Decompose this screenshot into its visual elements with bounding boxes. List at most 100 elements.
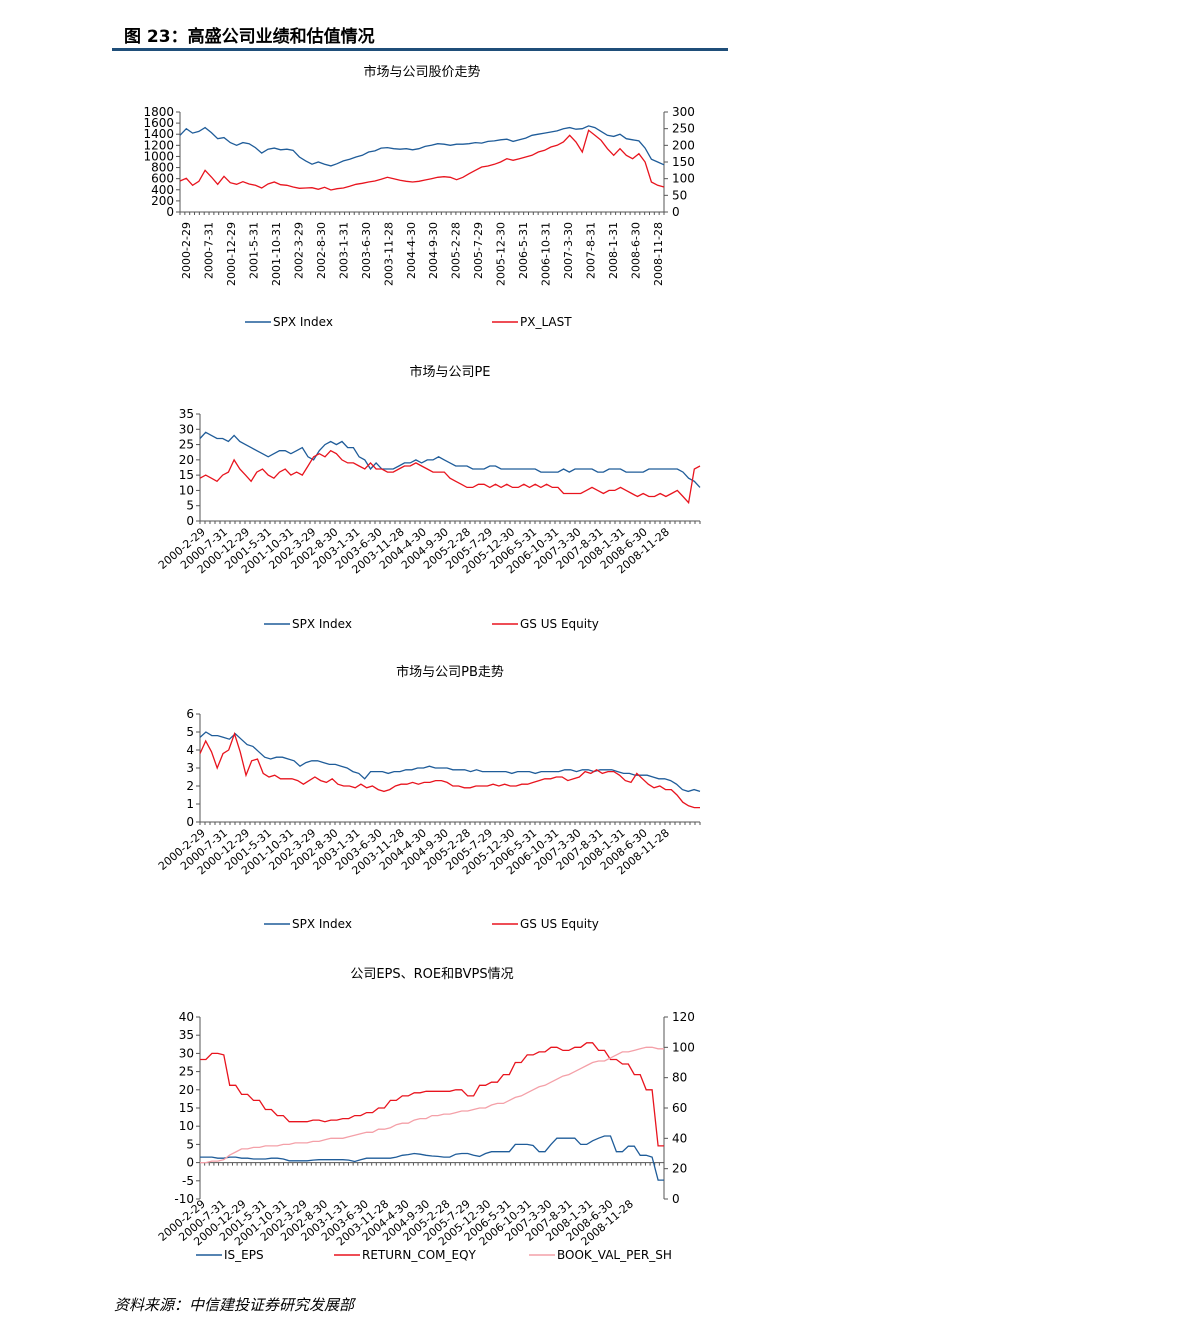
x-tick-label: 2003-11-28 bbox=[382, 222, 395, 286]
y-tick-label-left: 25 bbox=[179, 1065, 194, 1079]
y-tick-label-right: 20 bbox=[672, 1162, 687, 1176]
x-tick-label: 2000-2-29 bbox=[180, 222, 193, 279]
y-tick-label-left: 1600 bbox=[143, 116, 174, 130]
y-tick-label-left: 0 bbox=[166, 205, 174, 219]
y-tick-label-right: 300 bbox=[672, 105, 695, 119]
y-tick-label-right: 80 bbox=[672, 1071, 687, 1085]
y-tick-label-left: 35 bbox=[179, 407, 194, 421]
x-tick-label: 2003-6-30 bbox=[360, 222, 373, 279]
series-line-gs-us-equity bbox=[199, 449, 701, 505]
y-tick-label-left: 20 bbox=[179, 453, 194, 467]
y-tick-label-right: 40 bbox=[672, 1131, 687, 1145]
y-tick-label-left: 35 bbox=[179, 1028, 194, 1042]
y-tick-label-left: 40 bbox=[179, 1010, 194, 1024]
x-tick-label: 2000-12-29 bbox=[225, 222, 238, 286]
y-tick-label-right: 200 bbox=[672, 138, 695, 152]
x-tick-label: 2001-5-31 bbox=[247, 222, 260, 279]
x-tick-label: 2002-3-29 bbox=[292, 222, 305, 279]
y-tick-label-left: 15 bbox=[179, 468, 194, 482]
y-tick-label-left: 1000 bbox=[143, 149, 174, 163]
y-tick-label-left: -5 bbox=[182, 1174, 194, 1188]
y-tick-label-left: 1200 bbox=[143, 138, 174, 152]
y-tick-label-right: 50 bbox=[672, 188, 687, 202]
y-tick-label-left: 0 bbox=[186, 514, 194, 528]
chart-stock-price: 市场与公司股价走势 1800 1600 1400 1200 1000 800 600 400 20… bbox=[112, 60, 728, 350]
chart-eps-roe-bvps-svg: 公司EPS、ROE和BVPS情况 40 35 30 25 20 15 10 5 0 -5 -10 120… bbox=[156, 967, 695, 1262]
x-tick-label: 2005-12-30 bbox=[495, 222, 508, 286]
x-tick-label: 2007-3-30 bbox=[562, 222, 575, 279]
y-tick-label-left: 15 bbox=[179, 1101, 194, 1115]
y-tick-label-left: 1800 bbox=[143, 105, 174, 119]
title-divider bbox=[112, 48, 728, 51]
x-tick-label: 2006-10-31 bbox=[540, 222, 553, 286]
chart-title: 公司EPS、ROE和BVPS情况 bbox=[350, 967, 513, 982]
x-tick-label: 2000-7-31 bbox=[202, 222, 215, 279]
series-line-spx-index bbox=[199, 431, 701, 488]
legend-label: RETURN_COM_EQY bbox=[362, 1248, 477, 1262]
y-tick-label-right: 100 bbox=[672, 172, 695, 186]
y-tick-label-left: 6 bbox=[186, 707, 194, 721]
x-tick-label: 2008-6-30 bbox=[630, 222, 643, 279]
figure-title: 图 23：高盛公司业绩和估值情况 bbox=[124, 27, 375, 47]
y-tick-label-left: 10 bbox=[179, 1119, 194, 1133]
legend-label: SPX Index bbox=[273, 315, 333, 329]
y-tick-label-left: 20 bbox=[179, 1083, 194, 1097]
legend-label: BOOK_VAL_PER_SH bbox=[557, 1248, 672, 1262]
x-tick-label: 2002-8-30 bbox=[315, 222, 328, 279]
y-tick-label-left: 4 bbox=[186, 743, 194, 757]
series-line-gs-us-equity bbox=[199, 731, 700, 809]
legend-label: SPX Index bbox=[292, 917, 352, 931]
y-tick-label-left: -10 bbox=[174, 1192, 194, 1206]
y-tick-label-right: 120 bbox=[672, 1010, 695, 1024]
chart-pe-svg: 市场与公司PE353025201510502000-2-292000-7-312… bbox=[156, 364, 701, 631]
series-line-spx-index bbox=[179, 125, 665, 167]
x-tick-label: 2003-1-31 bbox=[337, 222, 350, 279]
y-tick-label-left: 3 bbox=[186, 761, 194, 775]
chart-pb-svg: 市场与公司PB走势65432102000-2-292000-7-312000-1… bbox=[156, 664, 701, 931]
x-tick-label: 2008-1-31 bbox=[607, 222, 620, 279]
y-tick-label-left: 25 bbox=[179, 438, 194, 452]
series-line-is-eps bbox=[200, 1135, 664, 1181]
y-tick-label-left: 800 bbox=[151, 161, 174, 175]
y-tick-label-left: 1 bbox=[186, 797, 194, 811]
legend-label: GS US Equity bbox=[520, 617, 599, 631]
chart-eps-roe-bvps: 公司EPS、ROE和BVPS情况 40 35 30 25 20 15 10 5 0 -5 -10 120… bbox=[112, 962, 728, 1282]
chart-pb: 市场与公司PB走势 6 5 4 3 2 1 0 2000-2-29 2000-7-31 2000-1… bbox=[112, 660, 728, 950]
y-tick-label-left: 1400 bbox=[143, 127, 174, 141]
x-tick-label: 2005-2-28 bbox=[450, 222, 463, 279]
chart-pe: 市场与公司PE 35 30 25 20 15 10 5 0 2000-2-29 2000-7-31 2… bbox=[112, 360, 728, 650]
y-tick-label-left: 600 bbox=[151, 172, 174, 186]
legend-label: PX_LAST bbox=[520, 315, 572, 329]
x-tick-label: 2004-9-30 bbox=[427, 222, 440, 279]
y-tick-label-left: 5 bbox=[186, 1137, 194, 1151]
chart-title: 市场与公司PE bbox=[409, 364, 490, 380]
y-tick-label-left: 30 bbox=[179, 1046, 194, 1060]
legend-label: GS US Equity bbox=[520, 917, 599, 931]
series-line-book-val-per-sh bbox=[200, 1046, 664, 1164]
y-tick-label-right: 0 bbox=[672, 205, 680, 219]
legend-label: SPX Index bbox=[292, 617, 352, 631]
y-tick-label-left: 2 bbox=[186, 779, 194, 793]
series-line-return-com-eqy bbox=[200, 1042, 664, 1147]
chart-title: 市场与公司PB走势 bbox=[396, 664, 504, 680]
y-tick-label-right: 0 bbox=[672, 1192, 680, 1206]
y-tick-label-left: 200 bbox=[151, 194, 174, 208]
y-tick-label-left: 5 bbox=[186, 725, 194, 739]
source-note: 资料来源：中信建投证券研究发展部 bbox=[114, 1296, 355, 1314]
y-tick-label-left: 0 bbox=[186, 815, 194, 829]
x-tick-label: 2007-8-31 bbox=[585, 222, 598, 279]
y-tick-label-right: 60 bbox=[672, 1101, 687, 1115]
legend-label: IS_EPS bbox=[224, 1248, 264, 1262]
y-tick-label-left: 10 bbox=[179, 483, 194, 497]
x-tick-label: 2006-5-31 bbox=[517, 222, 530, 279]
x-tick-label: 2001-10-31 bbox=[270, 222, 283, 286]
series-line-spx-index bbox=[199, 731, 701, 793]
y-tick-label-left: 30 bbox=[179, 422, 194, 436]
y-tick-label-right: 250 bbox=[672, 122, 695, 136]
y-tick-label-right: 100 bbox=[672, 1040, 695, 1054]
chart-title: 市场与公司股价走势 bbox=[363, 64, 480, 80]
x-tick-label: 2008-11-28 bbox=[652, 222, 665, 286]
x-tick-label: 2004-4-30 bbox=[405, 222, 418, 279]
chart-stock-price-svg: 市场与公司股价走势1800160014001200100080060040020… bbox=[143, 64, 695, 329]
y-tick-label-right: 150 bbox=[672, 155, 695, 169]
